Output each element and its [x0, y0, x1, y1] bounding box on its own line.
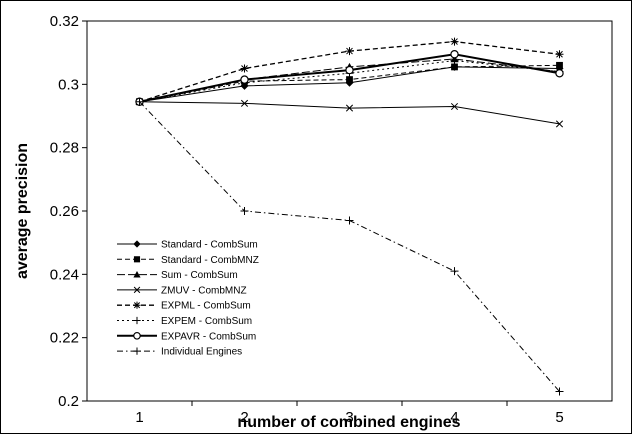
y-tick-label: 0.26: [50, 203, 79, 220]
data-point: [555, 120, 564, 128]
series-line: [139, 60, 560, 103]
x-tick-label: 4: [450, 409, 458, 426]
legend-item: ZMUV - CombMNZ: [117, 285, 247, 296]
legend-label: ZMUV - CombMNZ: [161, 285, 247, 296]
data-point: [240, 99, 249, 107]
legend: Standard - CombSum Standard - CombMNZ Sum …: [117, 240, 259, 358]
legend-label: Standard - CombSum: [161, 240, 258, 251]
data-point: [133, 331, 141, 340]
legend-label: EXPEM - CombSum: [161, 316, 252, 327]
legend-item: EXPEM - CombSum: [117, 316, 252, 327]
data-point: [240, 75, 249, 84]
data-point: [555, 69, 564, 78]
legend-item: Standard - CombSum: [117, 240, 258, 251]
legend-item: Individual Engines: [117, 347, 242, 358]
data-point: [133, 240, 141, 248]
series-layer: [135, 37, 564, 396]
data-point: [450, 50, 459, 59]
data-point: [345, 47, 354, 56]
y-axis: 0.2 0.22 0.24 0.26 0.28 0.3 0.32: [50, 13, 87, 410]
data-point: [133, 301, 141, 309]
y-tick-label: 0.22: [50, 330, 79, 347]
data-point: [556, 61, 563, 69]
data-point: [133, 316, 141, 325]
x-axis: 1 2 3 4 5: [135, 401, 564, 426]
x-tick-label: 5: [555, 409, 563, 426]
legend-label: Standard - CombMNZ: [161, 255, 259, 266]
y-tick-label: 0.3: [58, 76, 79, 93]
data-point: [451, 63, 458, 71]
data-point: [240, 64, 249, 73]
x-axis-title: number of combined engines: [237, 414, 460, 431]
legend-item: Standard - CombMNZ: [117, 255, 259, 266]
x-tick-label: 3: [345, 409, 353, 426]
data-point: [345, 216, 354, 225]
data-point: [450, 102, 459, 111]
data-point: [555, 50, 564, 59]
data-point: [240, 207, 249, 215]
legend-label: EXPML - CombSum: [161, 301, 251, 312]
legend-label: EXPAVR - CombSum: [161, 331, 256, 342]
y-axis-title: average precision: [14, 143, 31, 279]
y-tick-label: 0.24: [50, 266, 79, 283]
x-tick-label: 2: [240, 409, 248, 426]
data-point: [555, 387, 564, 396]
data-point: [346, 76, 353, 83]
data-point: [450, 37, 459, 46]
series-expavr-combsum: [135, 50, 564, 106]
y-tick-label: 0.32: [50, 13, 79, 30]
data-point: [345, 104, 354, 112]
legend-label: Individual Engines: [161, 347, 242, 358]
data-point: [133, 271, 141, 278]
legend-label: Sum - CombSum: [161, 270, 238, 281]
legend-item: Sum - CombSum: [117, 270, 238, 281]
data-point: [345, 65, 354, 75]
data-point: [135, 97, 144, 106]
x-tick-label: 1: [135, 409, 143, 426]
legend-item: EXPAVR - CombSum: [117, 331, 256, 342]
y-tick-label: 0.28: [50, 140, 79, 157]
data-point: [450, 267, 459, 276]
series-individual-engines: [135, 97, 564, 396]
data-point: [133, 347, 141, 355]
data-point: [133, 286, 141, 294]
legend-item: EXPML - CombSum: [117, 301, 251, 312]
data-point: [133, 256, 141, 263]
y-tick-label: 0.2: [58, 393, 79, 410]
